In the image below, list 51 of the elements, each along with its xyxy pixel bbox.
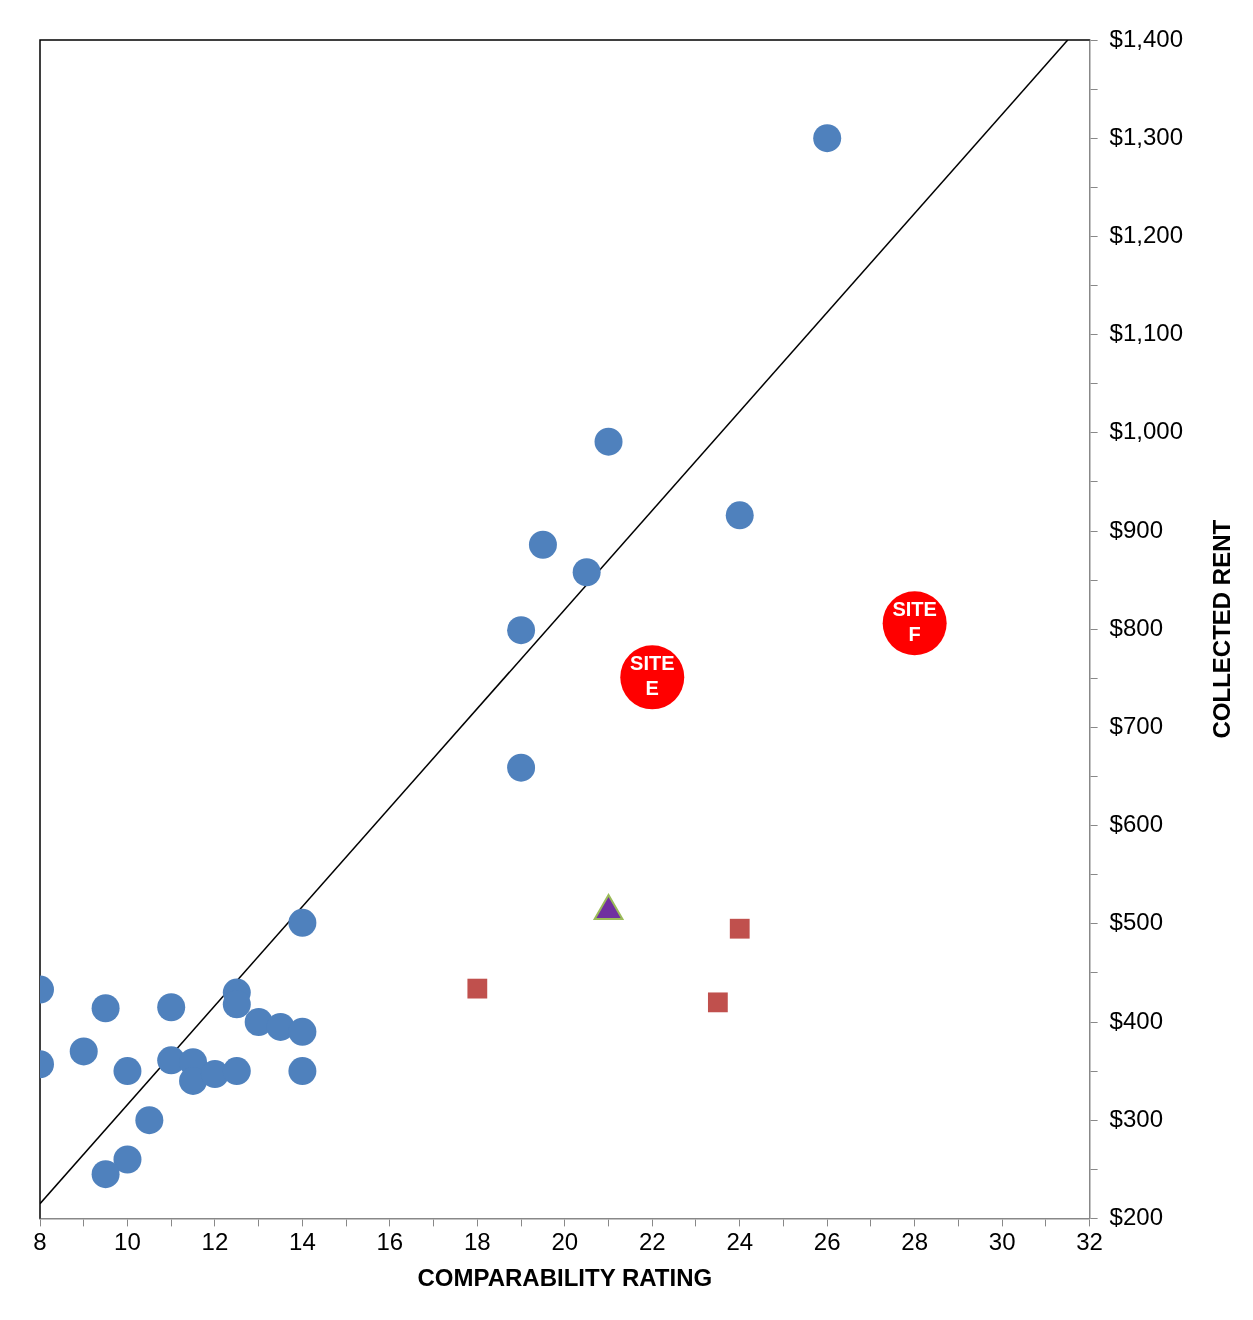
x-tick-label: 14 — [289, 1228, 316, 1256]
y-tick-label: $400 — [1109, 1006, 1163, 1034]
x-tick-label: 8 — [33, 1228, 47, 1256]
y-tick-label: $700 — [1109, 712, 1163, 740]
point — [725, 501, 754, 530]
point — [594, 427, 623, 456]
y-tick-label: $500 — [1109, 908, 1163, 936]
point — [507, 616, 536, 645]
point — [528, 530, 557, 559]
x-tick-label: 12 — [201, 1228, 229, 1256]
point — [135, 1106, 164, 1135]
x-tick-label: 22 — [638, 1228, 666, 1256]
y-tick-label: $200 — [1109, 1203, 1163, 1231]
y-tick-label: $1,100 — [1109, 319, 1183, 347]
point — [707, 992, 728, 1013]
x-tick-label: 18 — [463, 1228, 491, 1256]
x-axis-title: COMPARABILITY RATING — [417, 1264, 713, 1292]
point — [91, 1160, 120, 1189]
point — [507, 753, 536, 782]
y-tick-label: $900 — [1109, 515, 1163, 543]
point — [288, 1017, 317, 1046]
series-label: SITE F — [892, 598, 937, 646]
y-tick-label: $1,400 — [1109, 24, 1183, 52]
point — [91, 994, 120, 1023]
point — [813, 124, 842, 153]
x-tick-label: 26 — [813, 1228, 841, 1256]
y-tick-label: $800 — [1109, 613, 1163, 641]
point — [222, 1057, 251, 1086]
x-tick-label: 20 — [551, 1228, 579, 1256]
x-tick-label: 24 — [726, 1228, 754, 1256]
series-label: SITE E — [630, 652, 675, 700]
y-tick-label: $300 — [1109, 1104, 1163, 1132]
y-tick-label: $1,200 — [1109, 221, 1183, 249]
x-tick-label: 16 — [376, 1228, 404, 1256]
y-axis-title: COLLECTED RENT — [1207, 519, 1235, 739]
point — [157, 993, 186, 1022]
x-tick-label: 10 — [114, 1228, 141, 1256]
y-tick-label: $1,300 — [1109, 122, 1183, 150]
point — [113, 1145, 142, 1174]
x-tick-label: 30 — [988, 1228, 1016, 1256]
x-tick-label: 28 — [901, 1228, 929, 1256]
point — [288, 1057, 317, 1086]
y-tick-label: $600 — [1109, 810, 1163, 838]
x-tick-label: 32 — [1076, 1228, 1103, 1256]
point — [113, 1057, 142, 1086]
point — [467, 978, 488, 999]
y-tick-label: $1,000 — [1109, 417, 1183, 445]
point — [729, 918, 750, 939]
point — [288, 908, 317, 937]
point — [572, 558, 601, 587]
point — [69, 1037, 98, 1066]
